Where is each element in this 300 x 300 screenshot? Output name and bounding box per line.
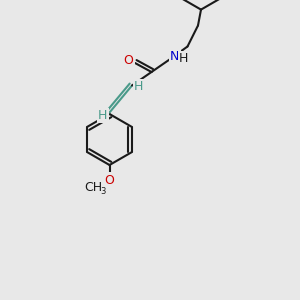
Text: O: O bbox=[124, 54, 133, 67]
Text: 3: 3 bbox=[100, 187, 105, 196]
Text: H: H bbox=[134, 80, 143, 94]
Text: O: O bbox=[105, 173, 114, 187]
Text: H: H bbox=[179, 52, 188, 65]
Text: H: H bbox=[98, 109, 108, 122]
Text: CH: CH bbox=[84, 181, 102, 194]
Text: N: N bbox=[170, 50, 180, 63]
